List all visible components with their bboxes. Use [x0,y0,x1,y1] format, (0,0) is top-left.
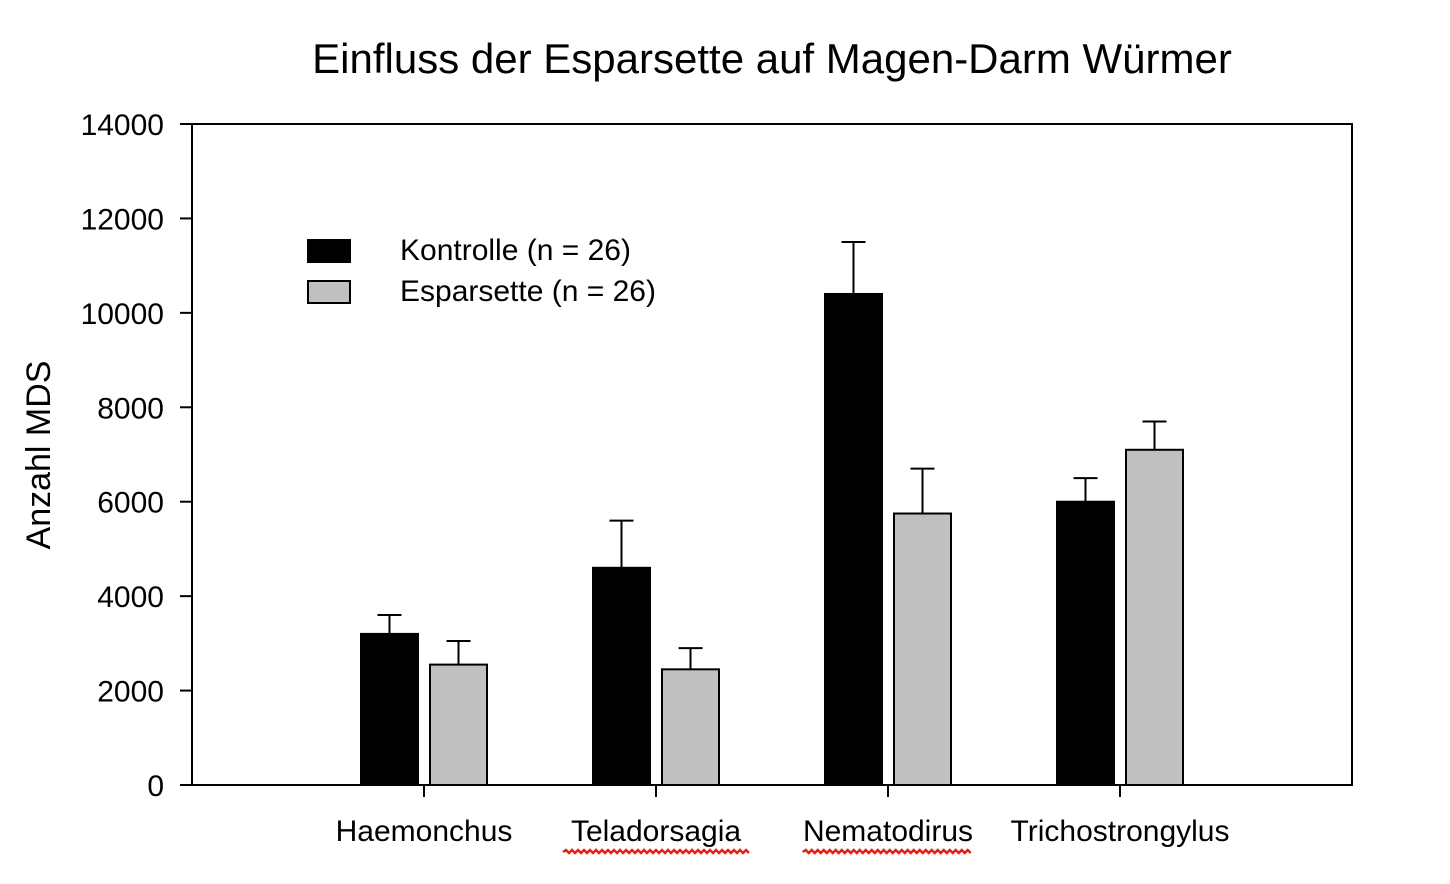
legend-label: Esparsette (n = 26) [400,275,656,308]
bar [360,632,419,787]
x-tick-label: Trichostrongylus [1011,815,1230,848]
legend-swatch [307,280,351,304]
y-axis-title: Anzahl MDS [20,361,58,550]
y-tick-label: 12000 [81,203,164,236]
plot-frame [191,123,1353,786]
x-tick-label: Nematodirus [803,815,973,848]
bar [1056,500,1115,786]
x-tick-label: Haemonchus [336,815,513,848]
plot-area: 0 2000 4000 6000 8000 10000 12000 14000 Haemonch… [81,109,1353,855]
bar [429,663,488,787]
chart-title: Einfluss der Esparsette auf Magen-Darm W… [312,35,1232,82]
y-tick-label: 14000 [81,109,164,142]
legend-label: Kontrolle (n = 26) [400,234,631,267]
y-tick-label: 2000 [97,676,164,709]
spellcheck-underline [562,848,750,855]
bar [1125,448,1184,786]
bar [893,512,952,787]
x-tick-label: Teladorsagia [571,815,741,848]
legend: Kontrolle (n = 26) Esparsette (n = 26) [307,234,656,308]
y-tick-label: 6000 [97,487,164,520]
bar [824,292,883,786]
bar [592,566,651,786]
bar [661,668,720,787]
y-tick-label: 4000 [97,581,164,614]
y-tick-label: 8000 [97,392,164,425]
legend-swatch [307,239,351,263]
spellcheck-underline [802,848,972,855]
y-tick-label: 0 [147,770,164,803]
y-tick-label: 10000 [81,298,164,331]
